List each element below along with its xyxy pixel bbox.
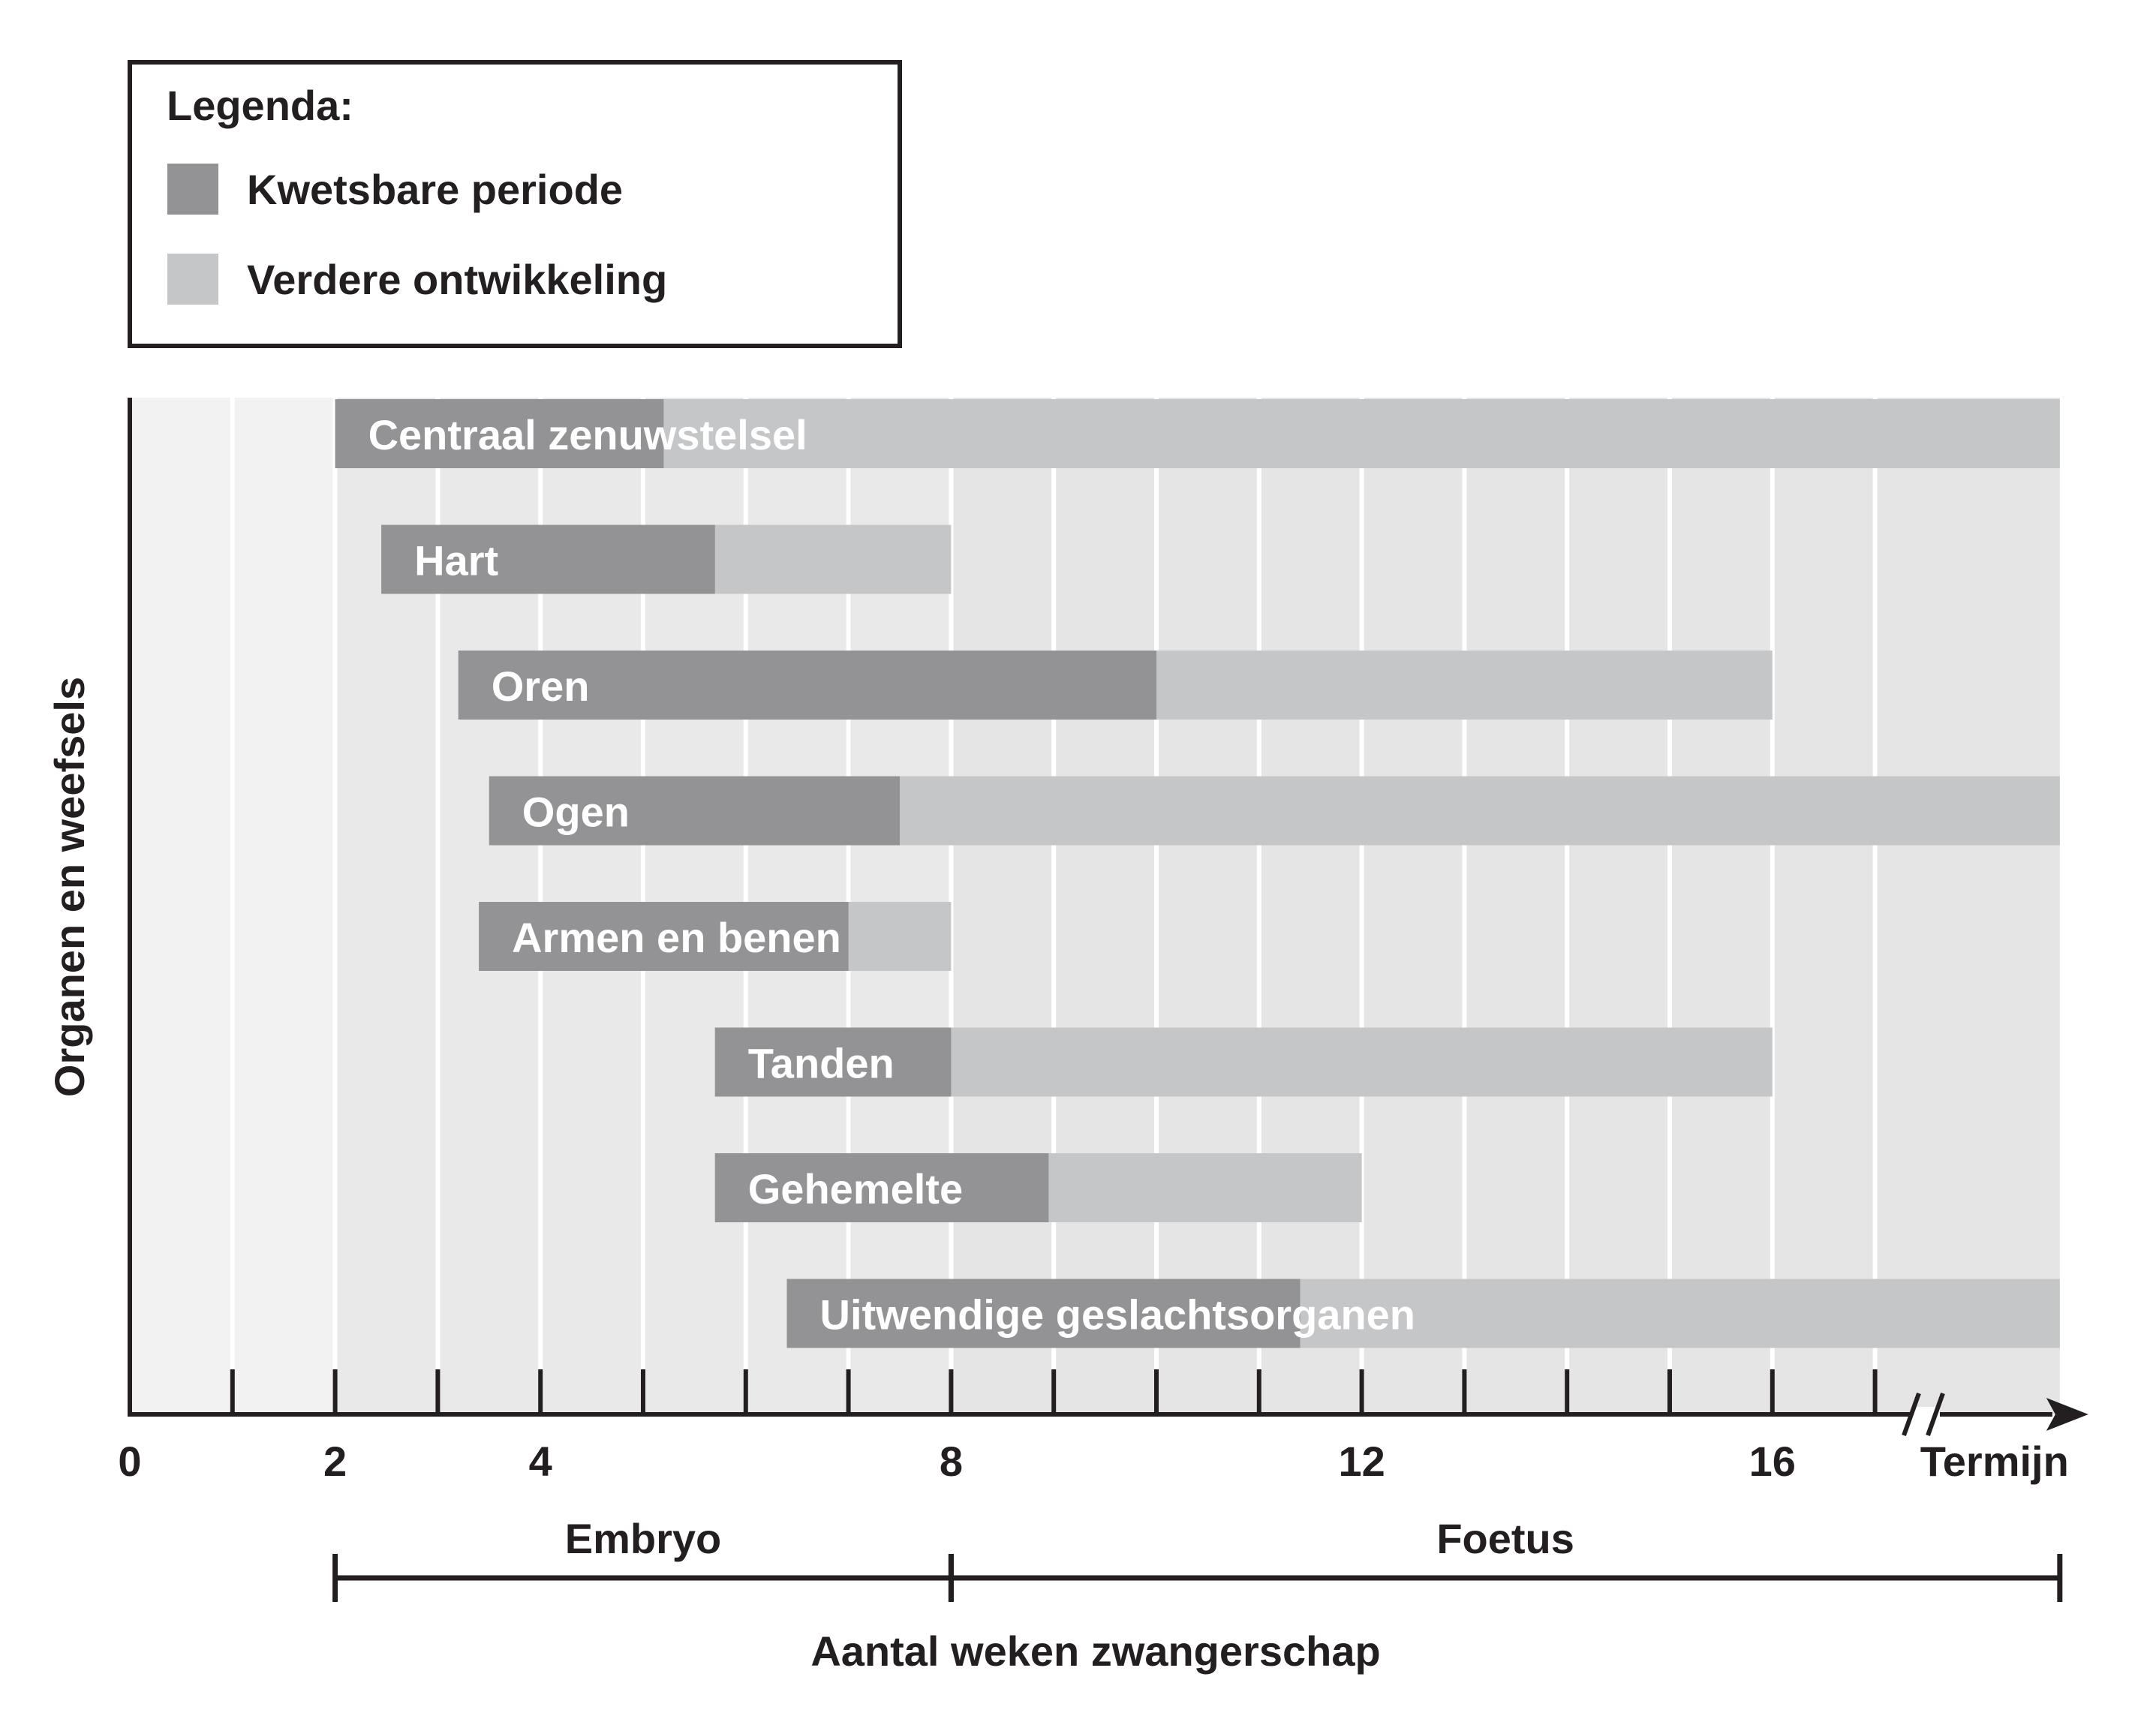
bar-label-centraal-zenuwstelsel: Centraal zenuwstelsel — [368, 411, 807, 458]
x-tick-label-16: 16 — [1749, 1438, 1796, 1485]
x-axis-label: Aantal weken zwangerschap — [810, 1627, 1380, 1675]
phase-brackets: Embryo Foetus — [332, 1515, 2063, 1602]
bar-label-ogen: Ogen — [522, 789, 630, 836]
x-tick-label-termijn: Termijn — [1920, 1438, 2069, 1485]
x-ticks — [230, 1369, 1878, 1414]
x-tick-label-4: 4 — [529, 1438, 552, 1485]
x-tick-label-0: 0 — [118, 1438, 141, 1485]
axis-break-slash-2 — [1926, 1392, 1945, 1437]
bar-label-armen-en-benen: Armen en benen — [512, 914, 841, 961]
bar-label-tanden: Tanden — [748, 1040, 895, 1087]
phase-label-foetus: Foetus — [1436, 1515, 1574, 1562]
x-tick-label-12: 12 — [1338, 1438, 1385, 1485]
legend-swatch-verdere-ontwikkeling — [167, 254, 218, 305]
legend-label-verdere-ontwikkeling: Verdere ontwikkeling — [247, 256, 667, 303]
bar-vulnerable-centraal-zenuwstelsel — [335, 399, 664, 468]
legend: Legenda: Kwetsbare periode Verdere ontwikk… — [128, 60, 902, 348]
x-tick-labels: 0 2 4 8 12 16 Termijn — [118, 1438, 2068, 1485]
bars: Centraal zenuwstelsel Hart Oren Ogen Armen e… — [335, 399, 2060, 1348]
bar-vulnerable-gehemelte — [714, 1153, 1049, 1222]
legend-swatch-kwetsbare-periode — [167, 164, 218, 215]
bar-vulnerable-tanden — [714, 1027, 952, 1097]
bar-label-hart: Hart — [414, 537, 498, 585]
bar-label-uitwendige-geslachtsorganen: Uitwendige geslachtsorganen — [820, 1291, 1416, 1339]
bar-vulnerable-ogen — [489, 776, 900, 846]
legend-title: Legenda: — [167, 82, 353, 129]
legend-label-kwetsbare-periode: Kwetsbare periode — [247, 166, 623, 213]
bar-vulnerable-armen-en-benen — [479, 902, 849, 971]
phase-embryo: Embryo — [332, 1515, 954, 1602]
bar-vulnerable-oren — [458, 651, 1156, 720]
bar-vulnerable-hart — [381, 524, 715, 594]
axis-break-marks — [1902, 1392, 1945, 1437]
axis-break-slash-1 — [1902, 1392, 1921, 1437]
phase-foetus: Foetus — [948, 1515, 2063, 1602]
phase-label-embryo: Embryo — [565, 1515, 722, 1562]
legend-box — [128, 60, 902, 348]
axes — [128, 398, 2088, 1437]
x-tick-label-8: 8 — [940, 1438, 963, 1485]
bar-label-gehemelte: Gehemelte — [748, 1165, 963, 1213]
x-tick-label-2: 2 — [323, 1438, 347, 1485]
background-band-3 — [951, 398, 2060, 1414]
bar-label-oren: Oren — [492, 663, 590, 710]
bar-vulnerable-uitwendige-geslachtsorganen — [786, 1279, 1301, 1348]
x-axis-arrowhead — [2046, 1398, 2088, 1431]
y-axis-label: Organen en weefsels — [46, 677, 93, 1097]
